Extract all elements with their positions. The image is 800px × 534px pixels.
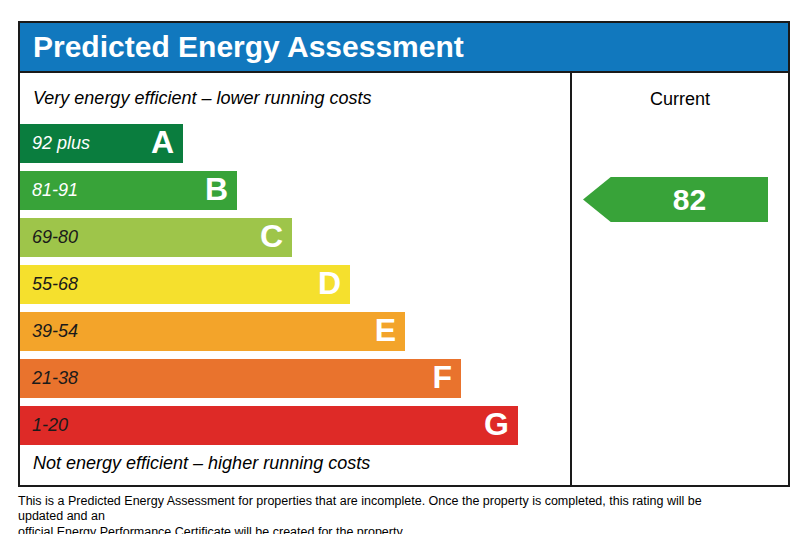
current-pane: Current 82 [572,73,788,485]
band-range-label: 1-20 [32,415,68,436]
band-letter: G [484,406,509,443]
chart-title-bar: Predicted Energy Assessment [20,23,788,73]
rating-band: 39-54 E [20,312,405,351]
band-letter: D [318,265,341,302]
footer-note: This is a Predicted Energy Assessment fo… [18,494,738,534]
band-range-label: 81-91 [32,180,78,201]
rating-band: 92 plus A [20,124,183,163]
epc-chart-page: Predicted Energy Assessment Very energy … [0,0,800,534]
band-range-label: 39-54 [32,321,78,342]
band-letter: C [260,218,283,255]
top-efficiency-label: Very energy efficient – lower running co… [33,88,372,109]
band-letter: B [205,171,228,208]
bottom-efficiency-label: Not energy efficient – higher running co… [33,453,370,474]
ratings-pane: Very energy efficient – lower running co… [20,73,572,485]
footer-line-1: This is a Predicted Energy Assessment fo… [18,494,738,525]
rating-band: 21-38 F [20,359,461,398]
chart-body: Very energy efficient – lower running co… [20,73,788,485]
footer-line-2: official Energy Performance Certificate … [18,525,738,534]
rating-bands: 92 plus A 81-91 B 69-80 C 55-68 D 39-54 … [20,124,570,453]
rating-band: 81-91 B [20,171,237,210]
page-title: Predicted Energy Assessment [33,30,464,63]
epc-chart-box: Predicted Energy Assessment Very energy … [18,21,790,487]
band-letter: E [375,312,396,349]
band-range-label: 92 plus [32,133,90,154]
rating-band: 55-68 D [20,265,350,304]
band-range-label: 55-68 [32,274,78,295]
rating-band: 1-20 G [20,406,518,445]
current-rating-arrow: 82 [583,177,768,222]
rating-band: 69-80 C [20,218,292,257]
band-range-label: 21-38 [32,368,78,389]
current-column-header: Current [572,89,788,110]
band-range-label: 69-80 [32,227,78,248]
band-letter: A [151,124,174,161]
current-rating-value: 82 [673,183,706,217]
band-letter: F [432,359,452,396]
